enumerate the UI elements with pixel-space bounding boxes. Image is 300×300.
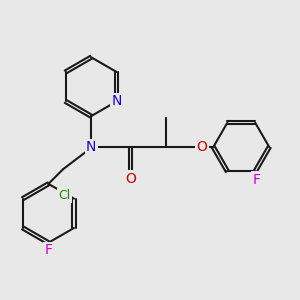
Text: O: O bbox=[197, 140, 208, 154]
Text: F: F bbox=[44, 243, 52, 257]
Text: N: N bbox=[111, 94, 122, 108]
Text: F: F bbox=[253, 172, 261, 187]
Text: O: O bbox=[125, 172, 136, 186]
Text: Cl: Cl bbox=[58, 189, 70, 202]
Text: N: N bbox=[86, 140, 96, 154]
